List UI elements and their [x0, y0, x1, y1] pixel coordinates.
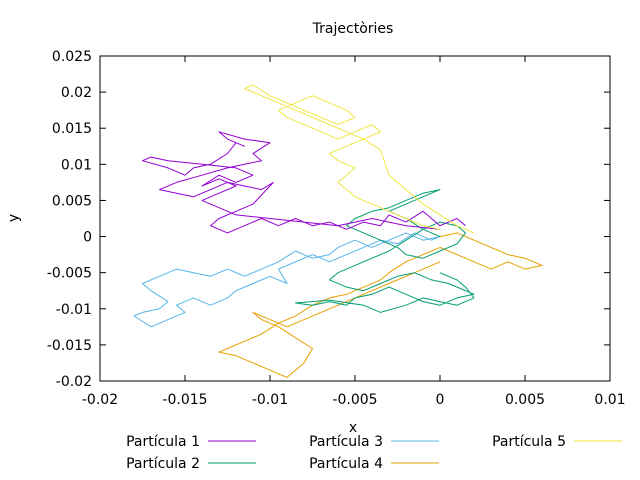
y-tick-label: 0.025: [52, 49, 92, 65]
x-tick-label: -0.02: [82, 392, 118, 408]
y-tick-label: 0.015: [52, 121, 92, 137]
legend-label-2: Partícula 2: [126, 456, 200, 472]
x-tick-label: -0.005: [332, 392, 377, 408]
series-line-1: [142, 131, 466, 234]
y-tick-label: -0.005: [47, 266, 92, 282]
x-tick-label: -0.01: [252, 392, 288, 408]
legend-label-1: Partícula 1: [126, 434, 200, 450]
series-line-4: [218, 232, 543, 378]
y-tick-label: 0.01: [61, 157, 92, 173]
y-tick-label: -0.02: [56, 374, 92, 390]
chart-title: Trajectòries: [312, 21, 394, 37]
legend-label-4: Partícula 4: [309, 456, 383, 472]
legend-label-3: Partícula 3: [309, 434, 383, 450]
y-tick-label: 0: [83, 230, 92, 246]
series-layer: [133, 84, 543, 378]
y-tick-label: -0.01: [56, 302, 92, 318]
series-line-5: [244, 84, 475, 234]
x-tick-label: 0.01: [594, 392, 625, 408]
x-tick-label: -0.015: [162, 392, 207, 408]
y-axis-label: y: [6, 214, 22, 222]
x-tick-label: 0.005: [505, 392, 545, 408]
y-tick-label: 0.02: [61, 85, 92, 101]
y-tick-label: -0.015: [47, 338, 92, 354]
series-line-2: [295, 189, 475, 313]
legend-label-5: Partícula 5: [492, 434, 566, 450]
x-axis-label: x: [349, 420, 357, 436]
x-tick-label: 0: [436, 392, 445, 408]
y-tick-label: 0.005: [52, 193, 92, 209]
axis-ticks: -0.02 -0.015 -0.01 -0.005 0 0.005 0.01 -0.02 -0.…: [47, 49, 626, 408]
series-line-3: [133, 232, 441, 328]
legend: Partícula 1 Partícula 2 Partícula 3 Partícu…: [126, 434, 622, 472]
